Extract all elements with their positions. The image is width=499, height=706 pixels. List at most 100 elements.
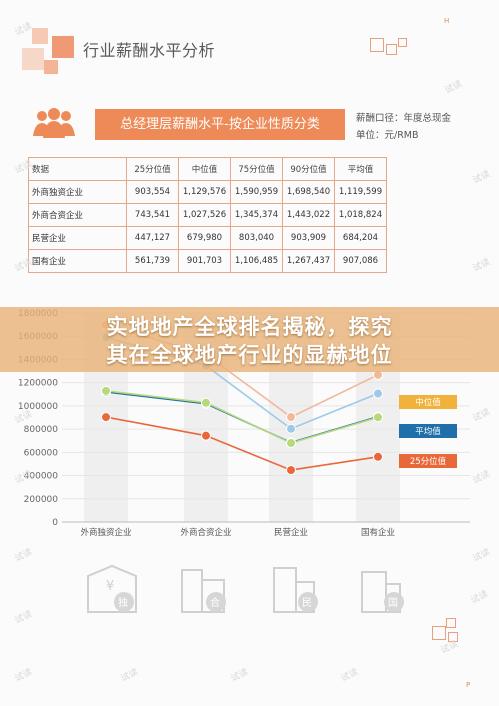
people-group-icon (33, 108, 75, 138)
legend-label: 中位值 (415, 397, 441, 408)
icon-glyph: 合 (210, 596, 220, 609)
unit-line: 单位：元/RMB (356, 130, 419, 141)
data-point (286, 423, 296, 434)
table-cell: 447,127 (126, 226, 179, 250)
table-cell: 684,204 (334, 226, 387, 250)
row-label: 外商合资企业 (28, 203, 127, 227)
icon-glyph: 民 (302, 597, 312, 609)
y-tick-label: 600000 (24, 448, 59, 458)
table-cell: 907,086 (334, 249, 387, 273)
table-cell: 1,267,437 (282, 249, 335, 273)
data-point (101, 385, 111, 396)
watermark-text: 试读 (229, 667, 250, 685)
y-tick-label: 400000 (24, 472, 59, 482)
watermark-text: 试读 (469, 589, 490, 607)
headline-line-1: 实地地产全球排名揭秘，探究 (106, 315, 393, 339)
decorative-outline-squares (370, 38, 430, 88)
table-cell: 561,739 (126, 249, 179, 273)
table-cell: 1,027,526 (178, 203, 231, 227)
table-row: 国有企业 561,739 901,703 1,106,485 1,267,437… (28, 249, 387, 273)
watermark-text: 试读 (119, 667, 140, 685)
table-cell: 743,541 (126, 203, 179, 227)
data-point (373, 388, 383, 399)
table-cell: 1,698,540 (282, 180, 335, 204)
salary-caliber-note: 薪酬口径：年度总现金 单位：元/RMB (356, 110, 451, 144)
header-cell: 75分位值 (230, 157, 283, 181)
table-cell: 1,119,599 (334, 180, 387, 204)
building-foreign-owned-icon: ¥ 独 (87, 564, 137, 613)
table-title-banner: 总经理层薪酬水平-按企业性质分类 (95, 109, 345, 140)
y-tick-label: 1200000 (18, 379, 58, 389)
table-cell: 1,018,824 (334, 203, 387, 227)
header-cell: 中位值 (178, 157, 231, 181)
series-line (105, 391, 379, 444)
watermark-text: 试读 (339, 667, 360, 685)
legend-label: 25分位值 (410, 456, 447, 467)
watermark-text: 试读 (13, 609, 34, 627)
series-line (105, 390, 379, 444)
watermark-text: 试读 (13, 667, 34, 685)
x-tick-label: 国有企业 (361, 527, 395, 538)
table-cell: 1,590,959 (230, 180, 283, 204)
y-tick-label: 1000000 (18, 402, 58, 412)
legend-swatch (399, 395, 457, 409)
table-cell: 903,909 (282, 226, 335, 250)
data-point (373, 451, 383, 462)
data-point (286, 465, 296, 476)
table-cell: 903,554 (126, 180, 179, 204)
x-tick-label: 外商合资企业 (180, 527, 231, 538)
x-tick-label: 外商独资企业 (80, 527, 131, 538)
data-point (286, 412, 296, 423)
building-private-icon: 民 (273, 567, 318, 613)
y-tick-label: 800000 (24, 425, 59, 435)
y-tick-label: 0 (52, 518, 58, 528)
table-cell: 679,980 (178, 226, 231, 250)
table-row: 民营企业 447,127 679,980 803,040 903,909 684… (28, 226, 387, 250)
table-cell: 803,040 (230, 226, 283, 250)
watermark-text: 试读 (443, 79, 464, 97)
icon-glyph: 国 (388, 597, 398, 609)
row-label: 外商独资企业 (28, 180, 127, 204)
corner-mark-top: H (444, 17, 450, 25)
table-row: 外商合资企业 743,541 1,027,526 1,345,374 1,443… (28, 203, 387, 227)
table-cell: 1,129,576 (178, 180, 231, 204)
table-cell: 901,703 (178, 249, 231, 273)
watermark-text: 试读 (471, 169, 492, 187)
table-cell: 1,345,374 (230, 203, 283, 227)
title-overlay-band (0, 307, 499, 372)
row-label: 国有企业 (28, 249, 127, 273)
decorative-outline-squares-bottom (432, 618, 472, 648)
decorative-squares (22, 28, 82, 78)
svg-text:¥: ¥ (106, 579, 114, 594)
row-label: 民营企业 (28, 226, 127, 250)
corner-mark-bottom: P (466, 681, 471, 689)
header-cell: 平均值 (334, 157, 387, 181)
legend-swatch (399, 424, 457, 438)
legend-swatch (399, 454, 457, 468)
header-cell: 90分位值 (282, 157, 335, 181)
data-point (201, 397, 211, 408)
x-tick-label: 民营企业 (274, 527, 308, 538)
watermark-text: 试读 (471, 257, 492, 275)
overlay-headline: 实地地产全球排名揭秘，探究 其在全球地产行业的显赫地位 (0, 313, 499, 369)
table-header-row: 数据 25分位值 中位值 75分位值 90分位值 平均值 (28, 157, 387, 181)
header-cell: 25分位值 (126, 157, 179, 181)
salary-table: 数据 25分位值 中位值 75分位值 90分位值 平均值 外商独资企业 903,… (28, 157, 387, 273)
icon-glyph: 独 (118, 596, 128, 609)
building-state-owned-icon: 国 (361, 571, 404, 613)
data-point (101, 412, 111, 423)
data-point (373, 412, 383, 423)
section-title: 行业薪酬水平分析 (83, 41, 216, 60)
series-line (105, 416, 379, 471)
table-row: 外商独资企业 903,554 1,129,576 1,590,959 1,698… (28, 180, 387, 204)
headline-line-2: 其在全球地产行业的显赫地位 (106, 343, 393, 367)
header-cell: 数据 (28, 157, 127, 181)
table-cell: 1,106,485 (230, 249, 283, 273)
y-tick-label: 200000 (24, 495, 59, 505)
data-point (286, 438, 296, 449)
caliber-line: 薪酬口径：年度总现金 (356, 113, 452, 124)
building-joint-venture-icon: 合 (181, 569, 226, 613)
table-cell: 1,443,022 (282, 203, 335, 227)
data-point (201, 430, 211, 441)
